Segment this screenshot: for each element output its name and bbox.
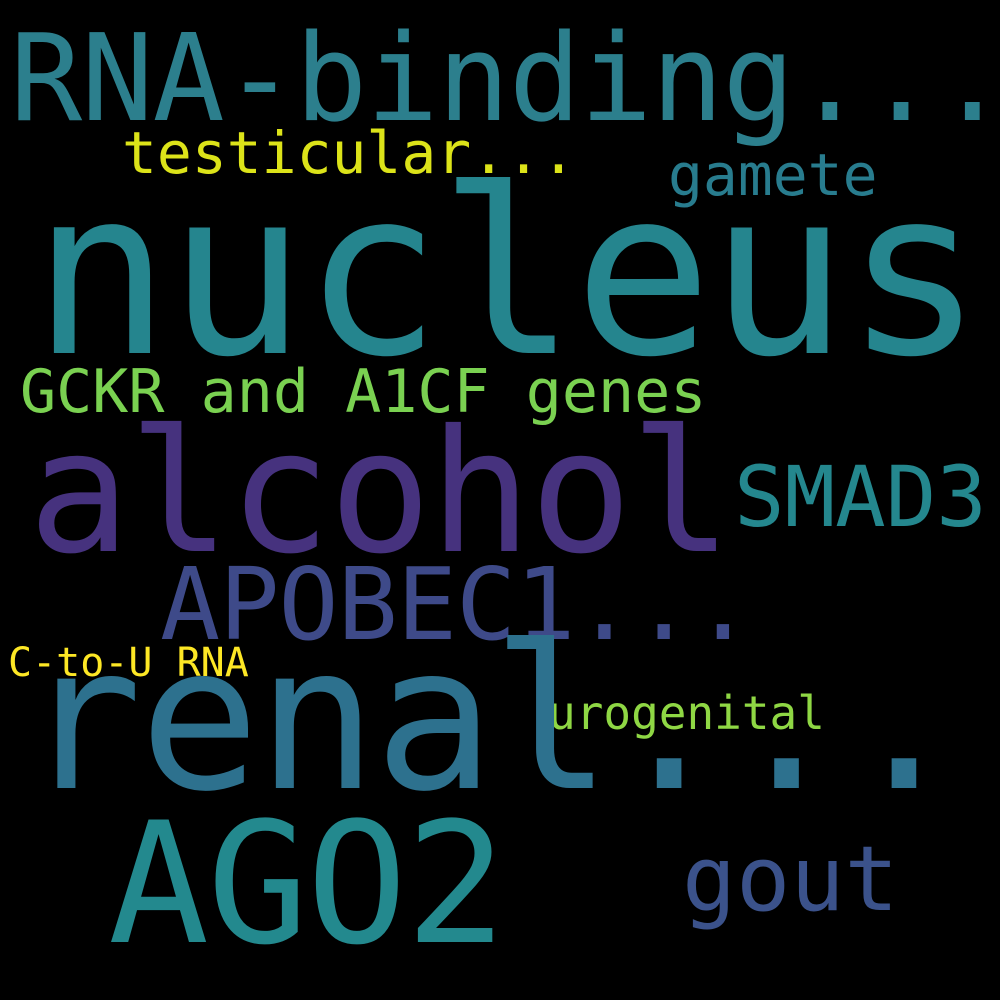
word-alcohol: alcohol	[28, 394, 732, 592]
word-smad3: SMAD3	[734, 448, 987, 546]
word-gout: gout	[682, 827, 899, 932]
word-testicular: testicular...	[122, 119, 576, 187]
word-nucleus: nucleus	[32, 141, 983, 408]
word-rna-binding: RNA-binding...	[10, 10, 1000, 149]
word-renal: renal...	[22, 603, 964, 836]
word-gamete: gamete	[668, 141, 878, 209]
word-gckr-a1cf-genes: GCKR and A1CF genes	[20, 357, 707, 427]
word-urogenital: urogenital	[548, 686, 825, 740]
word-apobec1: APOBEC1...	[160, 546, 753, 663]
word-ago2: AGO2	[108, 786, 507, 982]
word-c-to-u-rna: C-to-U RNA	[8, 640, 249, 686]
